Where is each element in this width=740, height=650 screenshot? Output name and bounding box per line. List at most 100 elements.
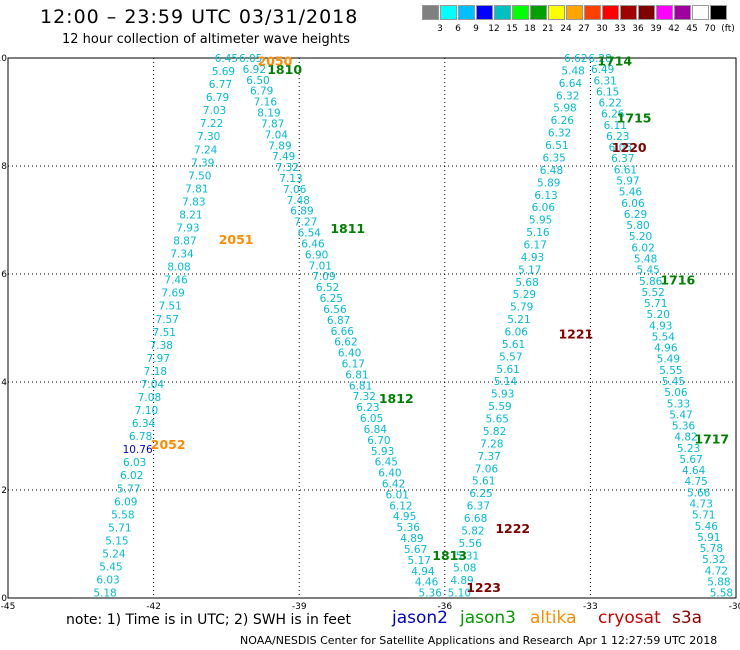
- y-tick-label: 2: [1, 486, 7, 496]
- wave-height-value: 7.01: [309, 260, 332, 272]
- wave-height-value: 6.34: [132, 418, 156, 430]
- wave-height-value: 5.68: [515, 277, 538, 289]
- scale-label: 9: [473, 24, 479, 34]
- pass-time-label: 1717: [694, 432, 729, 447]
- pass-time-label: 2052: [151, 437, 186, 452]
- scale-label: 33: [614, 24, 626, 34]
- wave-height-value: 5.67: [404, 544, 427, 556]
- wave-height-value: 5.36: [672, 421, 696, 433]
- wave-height-value: 7.39: [191, 157, 214, 169]
- wave-height-value: 5.58: [111, 509, 134, 521]
- wave-height-value: 6.06: [505, 327, 529, 339]
- scale-swatch: [692, 5, 709, 20]
- wave-height-value: 7.48: [287, 195, 310, 207]
- wave-height-value: 7.22: [200, 118, 223, 130]
- wave-height-value: 7.08: [138, 392, 161, 404]
- scale-label: 12: [488, 24, 500, 34]
- wave-height-value: 5.58: [710, 588, 733, 600]
- wave-height-value: 6.68: [464, 513, 487, 525]
- wave-height-value: 6.17: [342, 358, 365, 370]
- wave-height-value: 6.09: [114, 496, 137, 508]
- wave-height-value: 7.10: [135, 405, 158, 417]
- wave-height-value: 6.51: [545, 140, 568, 152]
- wave-height-value: 6.40: [378, 468, 401, 480]
- wave-height-value: 5.32: [702, 554, 725, 566]
- wave-height-value: 4.89: [400, 533, 423, 545]
- wave-height-value: 6.25: [469, 488, 492, 500]
- wave-height-value: 6.13: [534, 190, 557, 202]
- wave-height-value: 5.95: [529, 215, 552, 227]
- pass-time-label: 1811: [330, 221, 365, 236]
- wave-height-value: 5.36: [397, 522, 421, 534]
- wave-height-value: 6.02: [120, 470, 143, 482]
- scale-swatch: [620, 5, 637, 20]
- wave-height-value: 5.49: [657, 354, 680, 366]
- scale-swatch: [530, 5, 547, 20]
- scale-label: 70: [704, 24, 716, 34]
- wave-height-value: 6.64: [559, 78, 583, 90]
- wave-height-value: 6.77: [209, 79, 232, 91]
- wave-height-value: 6.52: [316, 282, 339, 294]
- wave-height-value: 5.67: [679, 454, 702, 466]
- wave-height-value: 6.11: [604, 120, 627, 132]
- generated-timestamp: Apr 1 12:27:59 UTC 2018: [578, 634, 718, 647]
- wave-height-value: 4.96: [654, 343, 678, 355]
- y-tick-label: 0: [1, 594, 7, 604]
- wave-height-value: 5.17: [408, 555, 431, 567]
- scale-swatch: [476, 5, 493, 20]
- credit-text: NOAA/NESDIS Center for Satellite Applica…: [240, 634, 574, 647]
- wave-height-value: 5.79: [510, 302, 533, 314]
- scale-label: 27: [578, 24, 590, 34]
- wave-height-value: 7.32: [276, 162, 299, 174]
- scale-label: 18: [524, 24, 536, 34]
- wave-height-value: 5.20: [629, 231, 652, 243]
- wave-height-value: 5.55: [659, 365, 682, 377]
- wave-height-value: 10.76: [123, 444, 153, 456]
- scale-swatch: [710, 5, 727, 20]
- wave-height-value: 5.61: [472, 476, 495, 488]
- legend-jason3: jason3: [460, 608, 516, 628]
- scale-label: 42: [668, 24, 680, 34]
- plot-frame: [7, 57, 737, 599]
- y-tick-label: 4: [1, 378, 7, 388]
- wave-height-value: 7.51: [153, 327, 176, 339]
- wave-height-value: 7.04: [265, 129, 289, 141]
- wave-height-value: 5.47: [669, 409, 692, 421]
- wave-height-value: 7.27: [294, 217, 317, 229]
- pass-time-label: 2050: [258, 54, 293, 69]
- wave-height-value: 5.36: [419, 588, 443, 600]
- wave-height-value: 5.14: [494, 376, 518, 388]
- footnote: note: 1) Time is in UTC; 2) SWH is in fe…: [66, 612, 352, 628]
- wave-height-value: 5.82: [461, 525, 484, 537]
- scale-label: 24: [560, 24, 572, 34]
- scale-label: 6: [455, 24, 461, 34]
- wave-height-value: 4.89: [450, 575, 473, 587]
- wave-height-value: 7.69: [161, 288, 184, 300]
- wave-height-value: 7.89: [268, 140, 291, 152]
- wave-height-value: 4.72: [705, 565, 728, 577]
- legend-s3a: s3a: [672, 608, 703, 628]
- pass-time-label: 1810: [267, 62, 302, 77]
- wave-height-value: 6.02: [631, 242, 654, 254]
- wave-height-value: 6.84: [364, 424, 388, 436]
- wave-height-value: 6.05: [360, 413, 383, 425]
- wave-height-value: 5.71: [644, 298, 667, 310]
- wave-height-value: 5.08: [453, 563, 476, 575]
- wave-height-value: 5.45: [662, 376, 685, 388]
- wave-height-value: 6.26: [601, 109, 625, 121]
- wave-height-value: 6.62: [334, 337, 357, 349]
- wave-height-value: 6.49: [591, 64, 614, 76]
- wave-height-value: 5.56: [459, 538, 483, 550]
- wave-height-value: 6.12: [389, 500, 412, 512]
- x-tick-label: -33: [583, 602, 598, 612]
- wave-height-value: 7.38: [150, 340, 173, 352]
- wave-height-value: 6.81: [345, 369, 368, 381]
- x-tick-label: -30: [729, 602, 740, 612]
- x-tick-label: -36: [437, 602, 452, 612]
- wave-height-value: 6.54: [298, 228, 322, 240]
- wave-height-value: 6.05: [239, 53, 262, 65]
- wave-height-value: 7.49: [272, 151, 295, 163]
- wave-height-value: 6.37: [467, 501, 490, 513]
- pass-time-label: 1714: [597, 54, 632, 69]
